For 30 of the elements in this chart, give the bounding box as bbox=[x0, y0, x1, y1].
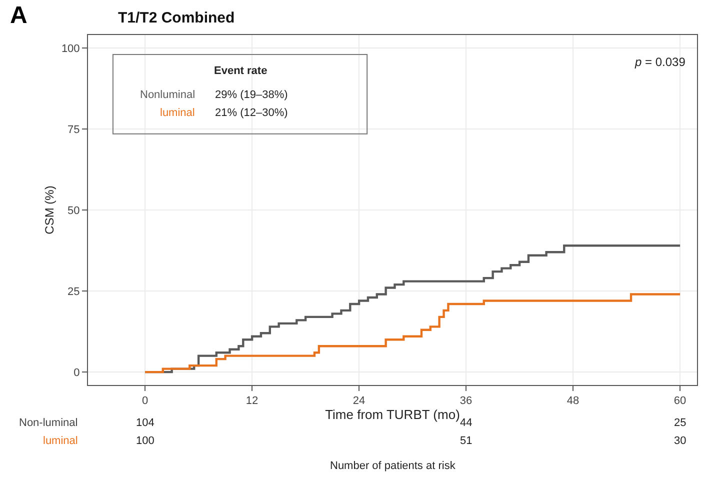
x-tick-label: 24 bbox=[352, 395, 366, 408]
x-tick-label: 48 bbox=[566, 395, 580, 408]
x-axis-title: Time from TURBT (mo) bbox=[325, 407, 460, 422]
y-tick-label: 100 bbox=[61, 42, 80, 55]
text: A bbox=[10, 2, 28, 29]
text: 51 bbox=[460, 435, 472, 447]
text: Number of patients at risk bbox=[330, 460, 456, 472]
x-tick-label: 0 bbox=[142, 395, 148, 408]
y-axis-title: CSM (%) bbox=[42, 186, 57, 234]
chart-title: T1/T2 Combined bbox=[118, 10, 235, 27]
x-tick-label: 36 bbox=[460, 395, 472, 408]
text: Nonluminal bbox=[140, 89, 196, 101]
text: luminal bbox=[160, 107, 195, 119]
y-tick-label: 75 bbox=[68, 124, 80, 136]
annotation: p = 0.039 bbox=[634, 55, 686, 69]
text: 100 bbox=[136, 435, 154, 447]
x-tick-label: 60 bbox=[674, 395, 686, 408]
text: 25 bbox=[674, 417, 686, 429]
text: luminal bbox=[43, 435, 78, 447]
text: 30 bbox=[674, 435, 686, 447]
annotation: 21% (12–30%) bbox=[215, 107, 288, 119]
text: 44 bbox=[460, 417, 472, 429]
y-tick-label: 50 bbox=[68, 204, 80, 217]
legend-title: Event rate bbox=[214, 65, 268, 77]
annotation: 29% (19–38%) bbox=[215, 89, 288, 101]
text: Non-luminal bbox=[19, 417, 78, 429]
text: 104 bbox=[136, 417, 154, 429]
x-tick-label: 12 bbox=[246, 395, 258, 408]
y-tick-label: 25 bbox=[68, 286, 80, 298]
y-tick-label: 0 bbox=[74, 366, 80, 379]
